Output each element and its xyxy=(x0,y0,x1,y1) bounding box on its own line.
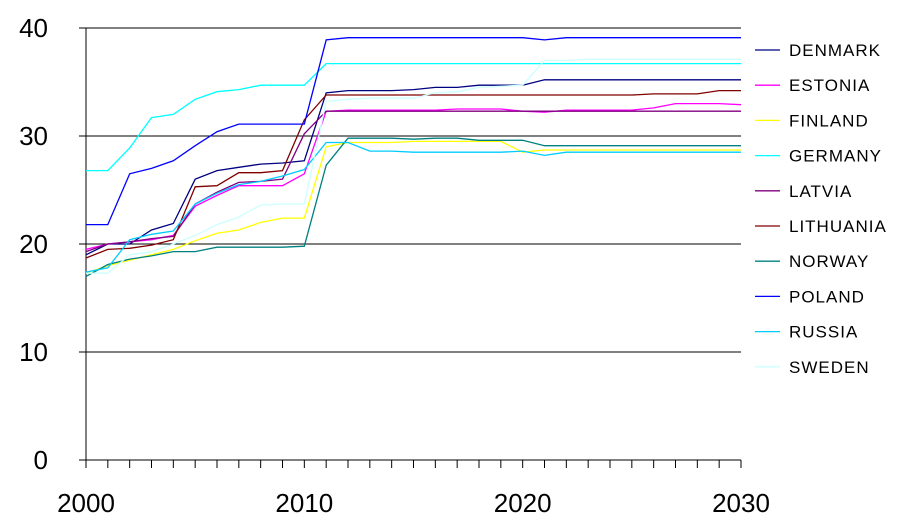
series-line-russia xyxy=(85,141,741,273)
x-tick-label: 2010 xyxy=(275,488,333,518)
x-tick-labels: 2000 2010 2020 2030 xyxy=(57,488,770,518)
legend-label-latvia: LATVIA xyxy=(789,182,852,201)
legend-label-lithuania: LITHUANIA xyxy=(789,217,887,236)
series-line-denmark xyxy=(85,79,741,256)
series-line-poland xyxy=(86,37,741,226)
y-tick-label: 10 xyxy=(19,337,48,367)
y-tick-label: 20 xyxy=(19,229,48,259)
x-tick-label: 2000 xyxy=(57,488,115,518)
series-lines xyxy=(85,37,742,277)
y-tick-labels: 0 10 20 30 40 xyxy=(19,13,48,475)
y-tick-label: 40 xyxy=(19,13,48,43)
series-line-norway xyxy=(85,137,741,277)
series-line-lithuania xyxy=(85,89,741,259)
legend-label-norway: NORWAY xyxy=(789,252,869,271)
series-line-latvia xyxy=(85,110,741,253)
series-line-sweden xyxy=(86,58,741,274)
legend-label-sweden: SWEDEN xyxy=(789,358,870,377)
legend-label-poland: POLAND xyxy=(789,287,865,306)
series-line-germany xyxy=(86,62,741,172)
y-tick-label: 0 xyxy=(34,445,48,475)
x-tick-label: 2030 xyxy=(712,488,770,518)
legend-label-finland: FINLAND xyxy=(789,111,869,130)
series-line-estonia xyxy=(85,102,742,251)
y-tick-label: 30 xyxy=(19,121,48,151)
axes xyxy=(79,27,742,468)
legend-label-denmark: DENMARK xyxy=(789,41,881,60)
gridlines xyxy=(86,27,741,353)
legend-label-germany: GERMANY xyxy=(789,147,882,166)
legend-label-russia: RUSSIA xyxy=(789,323,858,342)
legend: DENMARK ESTONIA FINLAND GERMANY LATVIA LITHUA… xyxy=(755,41,887,377)
legend-label-estonia: ESTONIA xyxy=(789,76,870,95)
series-line-finland xyxy=(85,140,741,274)
x-tick-label: 2020 xyxy=(494,488,552,518)
